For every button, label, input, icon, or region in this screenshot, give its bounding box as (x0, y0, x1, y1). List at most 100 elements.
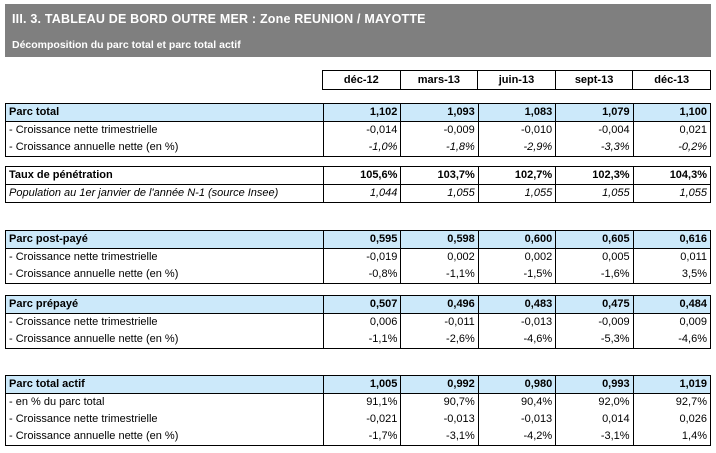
date-header-row: déc-12 mars-13 juin-13 sept-13 déc-13 (322, 70, 711, 90)
value-cell: 1,100 (632, 104, 710, 121)
row-label: - Croissance annuelle nette (en %) (9, 268, 179, 280)
value-cell: -0,010 (477, 122, 555, 139)
value-cell: 0,992 (400, 376, 477, 393)
section-parc-total: Parc total 1,102 1,093 1,083 1,079 1,100 - Cro… (5, 103, 711, 157)
value-cell: -5,3% (555, 331, 632, 348)
row-label: - Croissance annuelle nette (en %) (9, 141, 179, 153)
table-row: Parc post-payé 0,595 0,598 0,600 0,605 0,616 (6, 231, 710, 249)
value-cell: 0,005 (555, 249, 632, 266)
value-cell: 0,484 (632, 296, 710, 313)
row-label: - en % du parc total (9, 396, 105, 408)
value-cell: -1,7% (323, 428, 400, 445)
value-cell: 0,014 (555, 411, 632, 428)
table-row: - Croissance annuelle nette (en %) -1,0% -… (6, 139, 710, 156)
value-cell: 104,3% (632, 167, 710, 184)
section-parc-prepaye: Parc prépayé 0,507 0,496 0,483 0,475 0,484 - C… (5, 295, 711, 349)
value-cell: 1,019 (632, 376, 710, 393)
table-row: Population au 1er janvier de l'année N-1… (6, 185, 710, 202)
value-cell: 0,605 (555, 231, 632, 248)
value-cell: -0,014 (323, 122, 400, 139)
value-cell: 3,5% (632, 266, 710, 283)
value-cell: -0,013 (477, 314, 555, 331)
value-cell: 91,1% (323, 394, 400, 411)
value-cell: -2,6% (400, 331, 477, 348)
value-cell: 0,002 (400, 249, 477, 266)
table-row: - Croissance nette trimestrielle -0,021 -0… (6, 411, 710, 428)
section-taux-de-penetration: Taux de pénétration 105,6% 103,7% 102,7% 102… (5, 166, 711, 203)
value-cell: -0,013 (477, 411, 555, 428)
column-header: déc-13 (632, 71, 710, 89)
row-label: - Croissance annuelle nette (en %) (9, 333, 179, 345)
table-row: Parc prépayé 0,507 0,496 0,483 0,475 0,484 (6, 296, 710, 314)
value-cell: 102,3% (555, 167, 632, 184)
row-label: Population au 1er janvier de l'année N-1… (9, 187, 279, 199)
value-cell: -0,8% (323, 266, 400, 283)
table-row: - Croissance nette trimestrielle -0,014 -0… (6, 122, 710, 139)
table-row: - Croissance nette trimestrielle -0,019 0,… (6, 249, 710, 266)
row-label: Parc total (9, 106, 60, 118)
table-row: Taux de pénétration 105,6% 103,7% 102,7% 102… (6, 167, 710, 185)
value-cell: 92,0% (555, 394, 632, 411)
row-label: - Croissance nette trimestrielle (9, 413, 158, 425)
report-subtitle: Décomposition du parc total et parc tota… (12, 39, 241, 51)
value-cell: -0,004 (555, 122, 632, 139)
value-cell: 1,079 (555, 104, 632, 121)
table-row: - en % du parc total 91,1% 90,7% 90,4% 92,0%… (6, 394, 710, 411)
column-header: juin-13 (477, 71, 555, 89)
table-row: Parc total 1,102 1,093 1,083 1,079 1,100 (6, 104, 710, 122)
value-cell: 90,7% (400, 394, 477, 411)
value-cell: -4,2% (477, 428, 555, 445)
value-cell: -3,1% (555, 428, 632, 445)
value-cell: 0,011 (632, 249, 710, 266)
value-cell: 0,475 (555, 296, 632, 313)
value-cell: -0,009 (555, 314, 632, 331)
column-header: mars-13 (399, 71, 478, 89)
value-cell: 0,496 (400, 296, 477, 313)
row-label: Parc prépayé (9, 298, 79, 310)
value-cell: -4,6% (632, 331, 710, 348)
value-cell: 1,055 (477, 185, 555, 202)
value-cell: 90,4% (477, 394, 555, 411)
value-cell: 1,083 (477, 104, 555, 121)
value-cell: 0,993 (555, 376, 632, 393)
value-cell: 0,021 (632, 122, 710, 139)
value-cell: 103,7% (400, 167, 477, 184)
value-cell: 0,980 (477, 376, 555, 393)
section-parc-post-paye: Parc post-payé 0,595 0,598 0,600 0,605 0,616 -… (5, 230, 711, 284)
table-sections: Parc total 1,102 1,093 1,083 1,079 1,100 - Cro… (5, 103, 711, 446)
value-cell: 0,006 (323, 314, 400, 331)
value-cell: 0,507 (323, 296, 400, 313)
value-cell: -0,011 (400, 314, 477, 331)
report-title: III. 3. TABLEAU DE BORD OUTRE MER : Zone… (12, 12, 426, 26)
value-cell: 1,044 (323, 185, 400, 202)
value-cell: 1,055 (632, 185, 710, 202)
value-cell: 0,616 (632, 231, 710, 248)
value-cell: 0,595 (323, 231, 400, 248)
value-cell: -1,1% (323, 331, 400, 348)
value-cell: -1,8% (400, 139, 477, 156)
value-cell: -1,5% (477, 266, 555, 283)
value-cell: -1,0% (323, 139, 400, 156)
value-cell: 92,7% (632, 394, 710, 411)
value-cell: 0,009 (632, 314, 710, 331)
value-cell: 102,7% (477, 167, 555, 184)
value-cell: -2,9% (477, 139, 555, 156)
value-cell: -0,021 (323, 411, 400, 428)
value-cell: 1,055 (400, 185, 477, 202)
value-cell: 0,002 (477, 249, 555, 266)
value-cell: -0,013 (400, 411, 477, 428)
value-cell: -3,3% (555, 139, 632, 156)
row-label: - Croissance annuelle nette (en %) (9, 430, 179, 442)
value-cell: 105,6% (323, 167, 400, 184)
row-label: Parc post-payé (9, 233, 88, 245)
value-cell: 1,005 (323, 376, 400, 393)
value-cell: 1,093 (400, 104, 477, 121)
column-header: déc-12 (343, 74, 379, 86)
value-cell: -0,019 (323, 249, 400, 266)
value-cell: 0,483 (477, 296, 555, 313)
value-cell: 1,102 (323, 104, 400, 121)
value-cell: 0,598 (400, 231, 477, 248)
value-cell: 1,4% (632, 428, 710, 445)
column-header: sept-13 (554, 71, 633, 89)
